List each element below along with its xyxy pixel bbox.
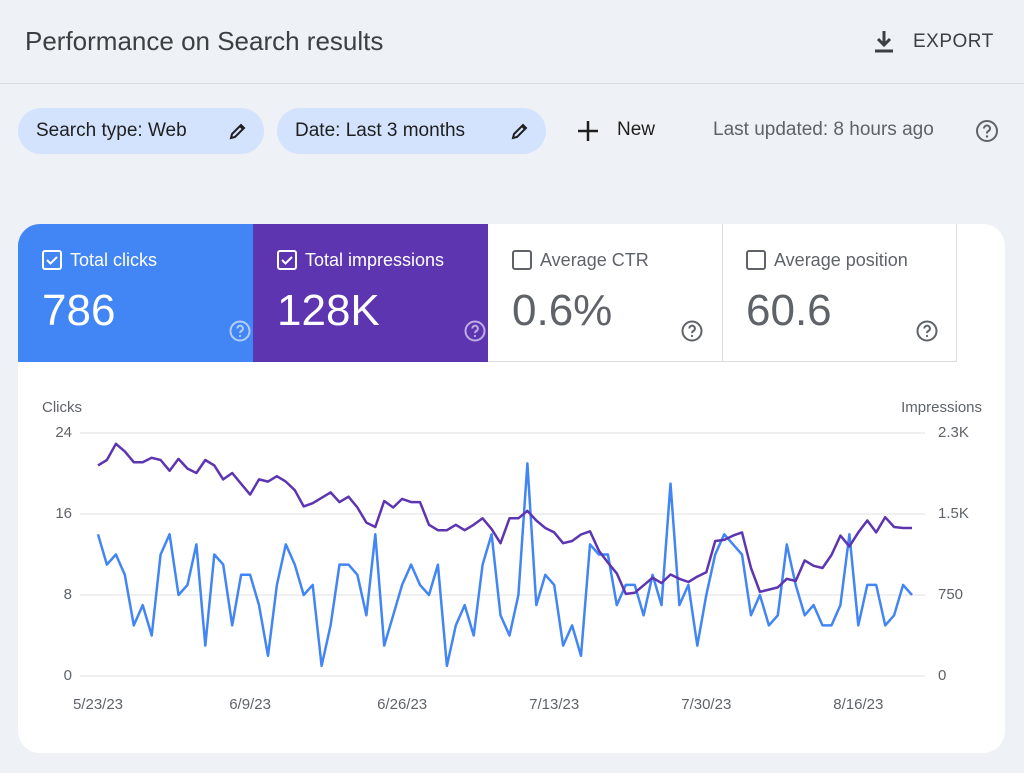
download-icon[interactable] xyxy=(870,28,898,56)
help-icon-dot xyxy=(238,334,242,338)
x-tick-label: 7/13/23 xyxy=(529,696,579,713)
divider xyxy=(0,83,1024,84)
series-line xyxy=(96,462,913,668)
y-tick-label: 0 xyxy=(64,667,72,684)
y2-axis-title: Impressions xyxy=(901,399,982,416)
y-axis-title: Clicks xyxy=(42,399,82,416)
performance-card: Total clicks 786 Total impressions 128K … xyxy=(18,224,1005,753)
help-icon-circle xyxy=(229,320,251,342)
checkbox[interactable] xyxy=(512,250,532,270)
x-tick-label: 6/26/23 xyxy=(377,696,427,713)
metric-value: 786 xyxy=(42,286,116,335)
metric-label: Total clicks xyxy=(70,250,158,270)
metric-value: 128K xyxy=(277,286,380,335)
x-tick-label: 6/9/23 xyxy=(229,696,271,713)
chip-label: Search type: Web xyxy=(36,120,187,141)
checkbox[interactable] xyxy=(746,250,766,270)
series-line xyxy=(97,442,912,596)
edit-icon[interactable] xyxy=(228,121,248,141)
x-tick-label: 8/16/23 xyxy=(833,696,883,713)
help-icon-dot xyxy=(925,334,929,338)
metric-tile[interactable]: Average CTR 0.6% xyxy=(488,224,723,362)
help-icon-mark xyxy=(688,324,696,334)
y-tick-label: 16 xyxy=(55,505,72,522)
y2-tick-label: 0 xyxy=(938,667,946,684)
metric-tile[interactable]: Average position 60.6 xyxy=(722,224,957,362)
help-icon-mark xyxy=(471,324,479,334)
help-icon[interactable] xyxy=(916,320,938,342)
new-filter-button[interactable]: New xyxy=(617,119,656,140)
y-tick-label: 24 xyxy=(55,424,72,441)
help-icon-circle xyxy=(916,320,938,342)
help-icon-mark xyxy=(923,324,931,334)
page-title: Performance on Search results xyxy=(25,26,384,56)
y-tick-label: 8 xyxy=(64,586,72,603)
metric-tile[interactable]: Total clicks 786 xyxy=(18,224,253,362)
filter-chip[interactable]: Search type: Web xyxy=(18,108,264,154)
help-icon-circle xyxy=(681,320,703,342)
help-icon-dot xyxy=(690,334,694,338)
metric-label: Total impressions xyxy=(305,250,445,270)
metric-tile[interactable]: Total impressions 128K xyxy=(253,224,488,362)
filter-chip[interactable]: Date: Last 3 months xyxy=(277,108,546,154)
help-icon[interactable] xyxy=(681,320,703,342)
plus-icon[interactable] xyxy=(576,119,600,143)
y2-tick-label: 1.5K xyxy=(938,505,969,522)
x-tick-label: 5/23/23 xyxy=(73,696,123,713)
metric-value: 0.6% xyxy=(512,286,613,335)
y2-tick-label: 2.3K xyxy=(938,424,969,441)
y2-tick-label: 750 xyxy=(938,586,963,603)
help-icon[interactable] xyxy=(975,119,999,143)
help-icon[interactable] xyxy=(229,320,251,342)
metric-label: Average CTR xyxy=(540,250,649,270)
chip-label: Date: Last 3 months xyxy=(295,120,466,141)
last-updated: Last updated: 8 hours ago xyxy=(713,119,934,140)
help-icon[interactable] xyxy=(464,320,486,342)
x-tick-label: 7/30/23 xyxy=(681,696,731,713)
export-button[interactable]: EXPORT xyxy=(913,31,994,52)
help-icon-circle xyxy=(464,320,486,342)
help-icon-dot xyxy=(473,334,477,338)
metric-label: Average position xyxy=(774,250,908,270)
metric-value: 60.6 xyxy=(746,286,832,335)
help-icon-mark xyxy=(236,324,244,334)
checkbox[interactable] xyxy=(277,250,297,270)
edit-icon[interactable] xyxy=(510,121,530,141)
checkbox[interactable] xyxy=(42,250,62,270)
